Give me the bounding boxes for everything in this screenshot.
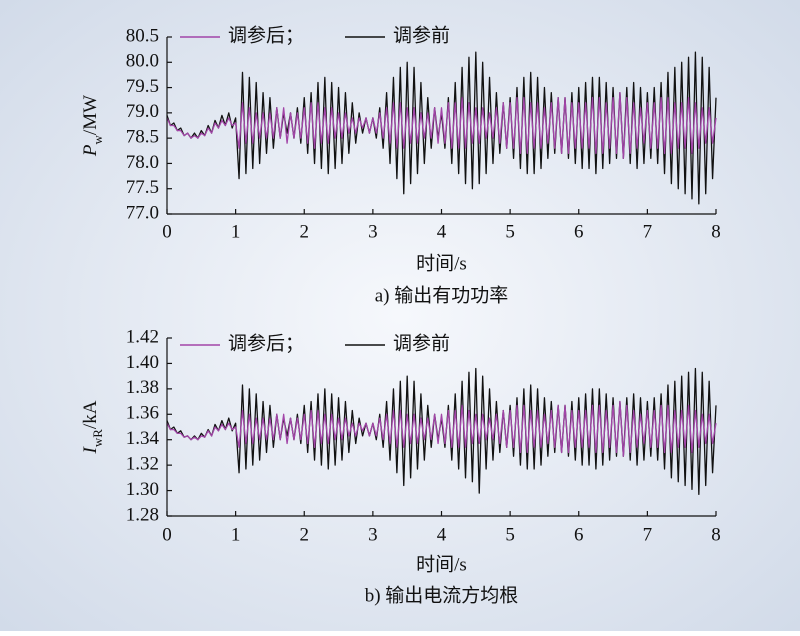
x-tick-label: 2	[300, 524, 310, 545]
x-tick-label: 4	[437, 524, 447, 545]
x-tick-label: 1	[231, 524, 241, 545]
y-label-symbol: P	[80, 144, 101, 157]
x-tick-label: 6	[574, 524, 584, 545]
x-tick-label: 8	[711, 221, 721, 242]
y-tick-label: 1.28	[126, 504, 159, 525]
x-tick-label: 4	[437, 221, 447, 242]
legend-label: 调参后；	[228, 332, 304, 354]
y-axis-label: Pw/MW	[80, 95, 105, 157]
series-line	[166, 400, 717, 457]
x-axis-label: 时间/s	[416, 252, 467, 274]
x-tick-label: 3	[368, 524, 378, 545]
y-tick-label: 1.30	[126, 479, 159, 500]
x-tick-label: 3	[368, 221, 378, 242]
x-tick-label: 8	[711, 524, 721, 545]
y-tick-label: 78.0	[126, 152, 159, 173]
y-tick-label: 80.0	[126, 51, 159, 72]
x-tick-label: 5	[505, 524, 515, 545]
y-tick-label: 79.5	[126, 76, 159, 97]
series-line	[166, 91, 717, 160]
y-tick-label: 1.36	[126, 403, 159, 424]
y-tick-label: 77.0	[126, 202, 159, 223]
y-tick-label: 78.5	[126, 127, 159, 148]
legend-label: 调参后；	[228, 24, 304, 46]
y-tick-label: 1.40	[126, 352, 159, 373]
y-tick-label: 1.32	[126, 454, 159, 475]
y-tick-label: 77.5	[126, 177, 159, 198]
x-tick-label: 7	[643, 221, 653, 242]
y-axis-label: IwR/kA	[80, 400, 105, 454]
y-label-subscript: w	[90, 134, 105, 144]
x-axis-label: 时间/s	[416, 553, 467, 575]
x-tick-label: 7	[643, 524, 653, 545]
y-label-symbol: I	[80, 445, 101, 454]
y-label-subscript: wR	[90, 429, 105, 447]
y-tick-label: 1.42	[126, 326, 159, 347]
y-tick-label: 80.5	[126, 25, 159, 46]
y-tick-label: 1.38	[126, 377, 159, 398]
chart-caption: a) 输出有功功率	[375, 284, 509, 306]
x-tick-label: 1	[231, 221, 241, 242]
y-tick-label: 1.34	[126, 428, 160, 449]
legend-label: 调参前	[393, 332, 450, 354]
x-tick-label: 2	[300, 221, 310, 242]
x-tick-label: 6	[574, 221, 584, 242]
x-tick-label: 5	[505, 221, 515, 242]
x-tick-label: 0	[162, 221, 172, 242]
x-tick-label: 0	[162, 524, 172, 545]
chart-caption: b) 输出电流方均根	[365, 584, 519, 606]
legend-label: 调参前	[393, 24, 450, 46]
y-tick-label: 79.0	[126, 101, 159, 122]
y-label-unit: /kA	[80, 400, 101, 429]
y-label-unit: /MW	[80, 95, 101, 135]
